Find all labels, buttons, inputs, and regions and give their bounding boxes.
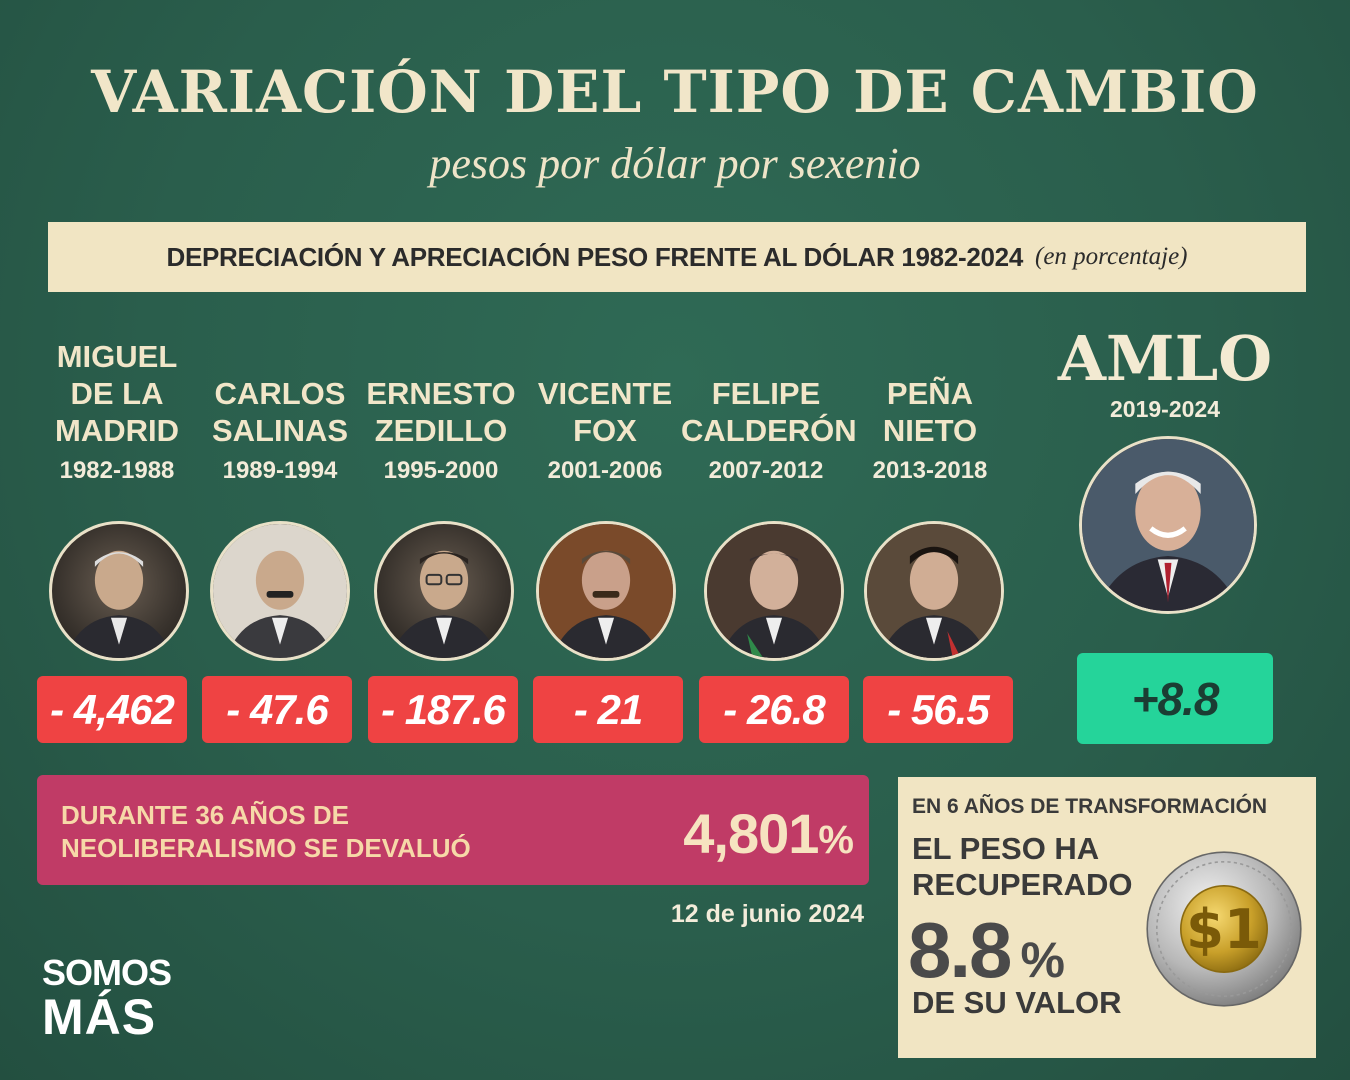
president-5: FELIPE CALDERÓN 2007-2012	[681, 375, 857, 485]
recovery-line2: DE SU VALOR	[912, 985, 1122, 1020]
president-years: 1982-1988	[59, 457, 175, 484]
devaluation-value: 4,801%	[683, 802, 854, 865]
svg-text:$1: $1	[1186, 898, 1262, 961]
portrait-fox	[536, 521, 676, 661]
main-title: VARIACIÓN DEL TIPO DE CAMBIO	[91, 58, 1259, 126]
president-3: ERNESTO ZEDILLO 1995-2000	[361, 375, 521, 485]
value-calderon: - 26.8	[699, 676, 849, 743]
info-banner: DEPRECIACIÓN Y APRECIACIÓN PESO FRENTE A…	[48, 222, 1306, 292]
banner-main-text: DEPRECIACIÓN Y APRECIACIÓN PESO FRENTE A…	[166, 241, 1024, 272]
portrait-calderon	[704, 521, 844, 661]
president-6: PEÑA NIETO 2013-2018	[850, 375, 1010, 485]
value-amlo: +8.8	[1077, 653, 1273, 744]
date-label: 12 de junio 2024	[670, 900, 864, 928]
president-2: CARLOS SALINAS 1989-1994	[200, 375, 360, 485]
recovery-line1: EL PESO HA RECUPERADO	[912, 831, 1133, 902]
value-zedillo: - 187.6	[368, 676, 518, 743]
banner-note: (en porcentaje)	[1035, 243, 1188, 270]
portrait-salinas	[210, 521, 350, 661]
value-fox: - 21	[533, 676, 683, 743]
president-years: 1995-2000	[383, 457, 499, 484]
president-name: ERNESTO ZEDILLO	[366, 376, 516, 448]
value-pena-nieto: - 56.5	[863, 676, 1013, 743]
president-1: MIGUEL DE LA MADRID 1982-1988	[37, 338, 197, 485]
recovery-box: EN 6 AÑOS DE TRANSFORMACIÓN EL PESO HA R…	[898, 777, 1316, 1058]
president-name: VICENTE FOX	[537, 376, 673, 448]
somos-mas-logo: SOMOS MÁS	[42, 952, 172, 1045]
devaluation-box: DURANTE 36 AÑOS DE NEOLIBERALISMO SE DEV…	[37, 775, 869, 885]
president-years: 2007-2012	[708, 457, 824, 484]
recovery-value: 8.8%	[908, 906, 1065, 994]
amlo-years: 2019-2024	[1110, 396, 1220, 422]
portrait-zedillo	[374, 521, 514, 661]
president-years: 1989-1994	[222, 457, 338, 484]
portrait-amlo	[1079, 436, 1257, 614]
president-years: 2013-2018	[872, 457, 988, 484]
devaluation-text: DURANTE 36 AÑOS DE NEOLIBERALISMO SE DEV…	[61, 800, 471, 863]
peso-coin-icon: $1	[1146, 851, 1302, 1007]
president-name: FELIPE CALDERÓN	[681, 376, 857, 448]
president-name: CARLOS SALINAS	[211, 376, 349, 448]
portrait-pena-nieto	[864, 521, 1004, 661]
amlo-name: AMLO	[1057, 322, 1273, 395]
president-4: VICENTE FOX 2001-2006	[525, 375, 685, 485]
president-name: PEÑA NIETO	[882, 376, 978, 448]
value-salinas: - 47.6	[202, 676, 352, 743]
portrait-de-la-madrid	[49, 521, 189, 661]
recovery-head: EN 6 AÑOS DE TRANSFORMACIÓN	[912, 795, 1268, 818]
president-name: MIGUEL DE LA MADRID	[55, 339, 179, 448]
president-years: 2001-2006	[547, 457, 663, 484]
value-de-la-madrid: - 4,462	[37, 676, 187, 743]
subtitle: pesos por dólar por sexenio	[429, 139, 921, 188]
